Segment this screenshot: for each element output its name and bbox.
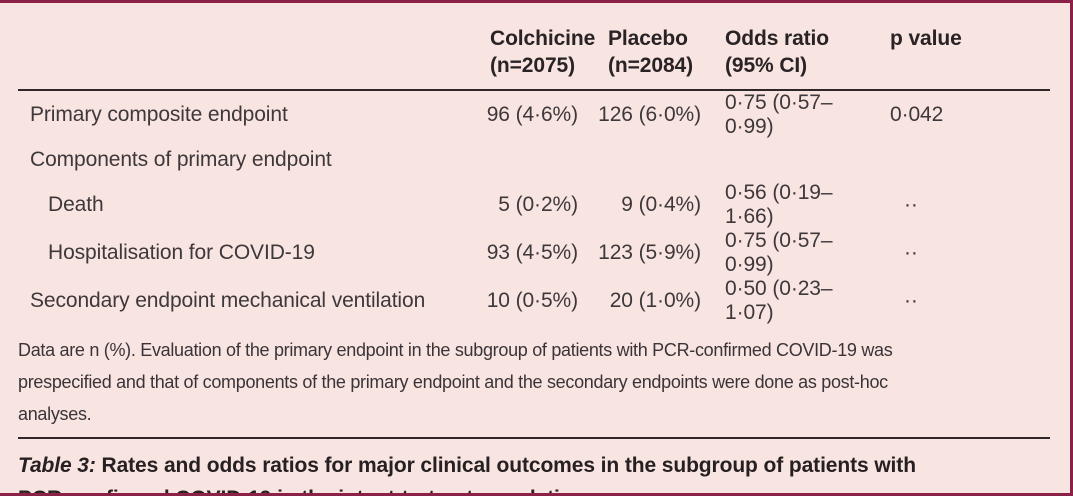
row-label: Secondary endpoint mechanical ventilatio… — [30, 289, 426, 312]
footnote-line: prespecified and that of components of t… — [18, 372, 888, 392]
caption-line-2: PCR-confirmed COVID-19 in the intent-to-… — [18, 482, 1050, 493]
footnote-line: analyses. — [18, 404, 92, 424]
cell-colchicine: 5 (0·2%) — [498, 193, 578, 216]
cell-odds-ratio: 0·56 (0·19–1·66) — [725, 181, 833, 228]
cell-p-value: 0·042 — [890, 103, 944, 126]
cell-p-value: ·· — [904, 289, 918, 312]
column-header-colchicine: Colchicine (n=2075) — [458, 3, 595, 91]
cell-colchicine: 10 (0·5%) — [486, 289, 578, 312]
column-header-placebo-n: (n=2084) — [608, 54, 693, 77]
caption-table-number: Table 3: — [18, 454, 96, 477]
cell-p-value: ·· — [904, 193, 918, 216]
column-header-odds-ratio-name: Odds ratio — [725, 27, 830, 50]
cell-placebo: 9 (0·4%) — [621, 193, 701, 216]
cell-placebo — [578, 139, 701, 181]
column-header-placebo: Placebo (n=2084) — [578, 3, 701, 91]
cell-placebo: 20 (1·0%) — [609, 289, 701, 312]
column-header-colchicine-n: (n=2075) — [490, 54, 575, 77]
table-row: Hospitalisation for COVID-19 93 (4·5%) 1… — [18, 229, 1050, 277]
column-header-p-value-name: p value — [890, 27, 962, 50]
table-row: Secondary endpoint mechanical ventilatio… — [18, 277, 1050, 325]
column-header-placebo-name: Placebo — [608, 27, 688, 50]
caption-title-part-1: Rates and odds ratios for major clinical… — [95, 454, 917, 477]
cell-colchicine — [458, 139, 578, 181]
column-header-blank — [18, 3, 458, 91]
cell-colchicine: 93 (4·5%) — [486, 241, 578, 264]
column-header-colchicine-name: Colchicine — [490, 27, 596, 50]
cell-odds-ratio: 0·50 (0·23–1·07) — [725, 277, 833, 324]
caption-divider-line — [18, 437, 1050, 439]
results-table: Colchicine (n=2075) Placebo (n=2084) Odd… — [18, 3, 1050, 325]
footnote-line: Data are n (%). Evaluation of the primar… — [18, 340, 893, 360]
table-row: Death 5 (0·2%) 9 (0·4%) 0·56 (0·19–1·66)… — [18, 181, 1050, 229]
cell-colchicine: 96 (4·6%) — [486, 103, 578, 126]
table-row-section: Components of primary endpoint — [18, 139, 1050, 181]
cell-p-value — [868, 139, 1050, 181]
cell-placebo: 126 (6·0%) — [598, 103, 701, 126]
cell-odds-ratio: 0·75 (0·57–0·99) — [725, 229, 833, 276]
caption-line-1: Table 3: Rates and odds ratios for major… — [18, 449, 1050, 482]
row-label: Hospitalisation for COVID-19 — [48, 241, 315, 264]
table-caption: Table 3: Rates and odds ratios for major… — [18, 449, 1050, 493]
table-row: Primary composite endpoint 96 (4·6%) 126… — [18, 90, 1050, 139]
cell-odds-ratio: 0·75 (0·57–0·99) — [725, 91, 833, 138]
row-label: Death — [48, 193, 104, 216]
cell-p-value: ·· — [904, 241, 918, 264]
header-row: Colchicine (n=2075) Placebo (n=2084) Odd… — [18, 3, 1050, 91]
cell-placebo: 123 (5·9%) — [598, 241, 701, 264]
row-label: Primary composite endpoint — [30, 103, 288, 126]
row-label: Components of primary endpoint — [30, 148, 332, 171]
column-header-odds-ratio-ci: (95% CI) — [725, 54, 808, 77]
column-header-p-value: p value — [868, 3, 1050, 91]
table-footnote: Data are n (%). Evaluation of the primar… — [18, 334, 1050, 430]
cell-odds-ratio — [701, 139, 868, 181]
column-header-odds-ratio: Odds ratio (95% CI) — [701, 3, 868, 91]
